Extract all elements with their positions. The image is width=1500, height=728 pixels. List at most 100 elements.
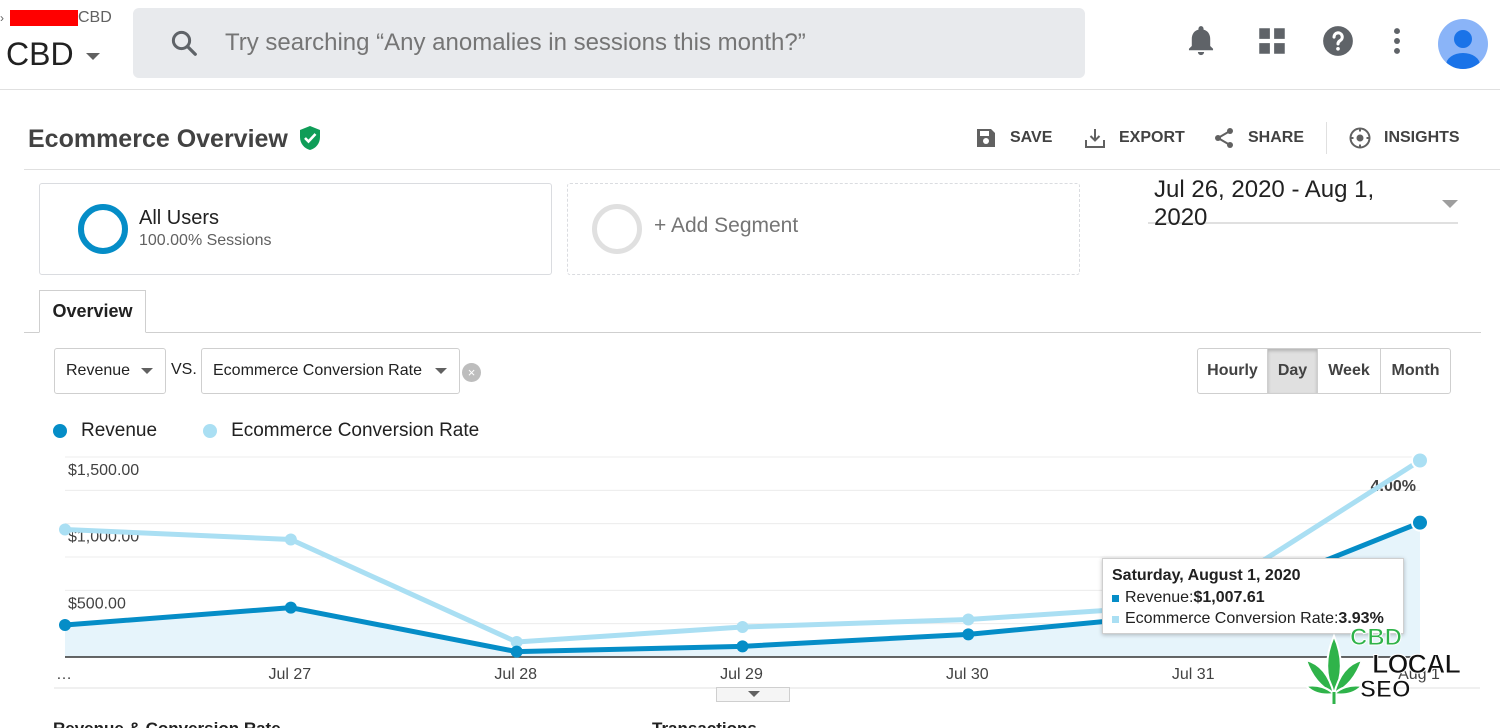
data-point-conversion-rate	[510, 636, 523, 648]
search-placeholder: Try searching “Any anomalies in sessions…	[225, 29, 806, 56]
top-bar: › CBD CBD Try searching “Any anomalies i…	[0, 0, 1500, 90]
section-transactions: Transactions	[652, 719, 757, 728]
segment-name: All Users	[139, 207, 220, 229]
account-avatar-icon[interactable]	[1438, 19, 1488, 69]
logo-text-local: LOCAL	[1372, 649, 1462, 680]
search-bar[interactable]: Try searching “Any anomalies in sessions…	[133, 8, 1085, 78]
segment-sessions: 100.00% Sessions	[139, 232, 272, 249]
share-label: SHARE	[1248, 129, 1305, 146]
x-tick-label: Jul 30	[946, 666, 989, 683]
granularity-toggle: Hourly Day Week Month	[1197, 348, 1451, 394]
tab-overview[interactable]: Overview	[39, 290, 146, 333]
segment-all-users[interactable]: All Users 100.00% Sessions	[39, 183, 552, 275]
chevron-right-icon: ›	[0, 11, 4, 25]
bell-icon[interactable]	[1184, 24, 1218, 58]
tooltip-swatch-rate	[1112, 615, 1119, 623]
search-icon	[171, 30, 197, 56]
tooltip-revenue-label: Revenue:	[1125, 589, 1194, 606]
tooltip-swatch-revenue	[1112, 594, 1119, 602]
insights-button[interactable]: INSIGHTS	[1348, 126, 1460, 150]
data-point-conversion-rate	[736, 621, 749, 633]
x-tick-label: Jul 29	[720, 666, 763, 683]
tooltip-rate-value: 3.93%	[1338, 610, 1384, 627]
cbd-local-seo-logo	[1304, 633, 1365, 704]
add-segment-label: + Add Segment	[654, 214, 799, 237]
save-button[interactable]: SAVE	[974, 126, 1052, 150]
property-name: CBD	[6, 36, 74, 72]
data-point-conversion-rate	[1411, 451, 1429, 470]
report-header: Ecommerce Overview SAVE EXPORT SHARE INS…	[24, 92, 1500, 170]
share-icon	[1215, 128, 1233, 148]
save-label: SAVE	[1010, 129, 1053, 146]
property-selector[interactable]: CBD	[6, 36, 100, 73]
x-tick-label: Aug 1	[1398, 666, 1440, 683]
legend-revenue: Revenue	[81, 420, 158, 441]
caret-down-icon	[1442, 200, 1458, 208]
granularity-day[interactable]: Day	[1268, 349, 1318, 393]
date-range-label: Jul 26, 2020 - Aug 1, 2020	[1154, 176, 1375, 231]
tooltip-revenue-value: $1,007.61	[1193, 589, 1265, 606]
y-tick-label-left: $1,500.00	[68, 462, 139, 479]
x-tick-label: …	[56, 666, 72, 683]
primary-metric-select[interactable]: Revenue	[54, 348, 166, 394]
tab-baseline	[24, 332, 1481, 333]
secondary-metric-select[interactable]: Ecommerce Conversion Rate	[201, 348, 460, 394]
collapse-chart-button[interactable]	[716, 687, 790, 702]
redacted-account-name	[10, 10, 78, 26]
legend-dot-revenue	[53, 424, 67, 438]
line-chart[interactable]: $1,500.00$1,000.00$500.004.00%%…Jul 27Ju…	[0, 440, 1500, 700]
add-segment-button[interactable]: + Add Segment	[567, 183, 1080, 275]
save-icon	[977, 129, 995, 147]
granularity-month[interactable]: Month	[1391, 362, 1440, 379]
data-point-revenue	[1411, 513, 1429, 532]
account-breadcrumb[interactable]: › CBD	[0, 8, 112, 28]
data-point-conversion-rate	[59, 523, 71, 536]
granularity-week[interactable]: Week	[1318, 349, 1381, 393]
chart-legend: Revenue Ecommerce Conversion Rate	[53, 420, 479, 442]
legend-conversion-rate: Ecommerce Conversion Rate	[231, 420, 480, 441]
insights-label: INSIGHTS	[1384, 129, 1460, 146]
data-point-revenue	[510, 645, 523, 658]
data-point-revenue	[284, 601, 297, 614]
date-range-picker[interactable]: Jul 26, 2020 - Aug 1, 2020	[1148, 176, 1458, 231]
share-button[interactable]: SHARE	[1212, 126, 1304, 150]
data-point-conversion-rate	[284, 533, 297, 546]
caret-down-icon	[435, 368, 447, 374]
data-point-revenue	[962, 628, 975, 641]
verified-shield-icon	[300, 126, 320, 150]
x-tick-label: Jul 31	[1172, 666, 1215, 683]
export-button[interactable]: EXPORT	[1083, 126, 1185, 150]
download-icon	[1085, 129, 1105, 148]
help-icon[interactable]	[1321, 24, 1355, 58]
data-point-revenue	[736, 640, 749, 653]
tooltip-title: Saturday, August 1, 2020	[1112, 567, 1301, 584]
logo-text-cbd: CBD	[1350, 624, 1403, 652]
clear-metric-icon[interactable]: ×	[462, 363, 481, 382]
account-suffix: CBD	[78, 9, 112, 26]
header-divider	[1326, 122, 1327, 154]
caret-down-icon	[141, 368, 153, 374]
y-tick-label-left: $500.00	[68, 595, 126, 612]
apps-grid-icon[interactable]	[1255, 24, 1289, 58]
x-tick-label: Jul 28	[494, 666, 537, 683]
caret-down-icon	[85, 53, 100, 60]
tooltip-row-revenue: Revenue: $1,007.61	[1112, 589, 1403, 607]
segment-color-ring	[78, 204, 128, 254]
vs-label: VS.	[171, 361, 197, 378]
more-vert-icon[interactable]	[1380, 24, 1414, 58]
page-title: Ecommerce Overview	[28, 125, 288, 153]
chart-tooltip: Saturday, August 1, 2020 Revenue: $1,007…	[1102, 558, 1404, 634]
section-revenue-conversion: Revenue & Conversion Rate	[53, 719, 281, 728]
revenue-area	[65, 522, 1420, 657]
tooltip-row-rate: Ecommerce Conversion Rate: 3.93%	[1112, 610, 1403, 628]
tab-label: Overview	[52, 301, 133, 321]
empty-segment-ring	[592, 204, 642, 254]
export-label: EXPORT	[1119, 129, 1185, 146]
logo-text-seo: SEO	[1360, 676, 1412, 704]
secondary-metric-value: Ecommerce Conversion Rate	[213, 362, 422, 379]
legend-dot-conversion-rate	[203, 424, 218, 438]
insights-icon	[1349, 127, 1371, 149]
data-point-conversion-rate	[962, 613, 975, 626]
tooltip-rate-label: Ecommerce Conversion Rate:	[1125, 610, 1339, 627]
granularity-hourly[interactable]: Hourly	[1198, 349, 1268, 393]
